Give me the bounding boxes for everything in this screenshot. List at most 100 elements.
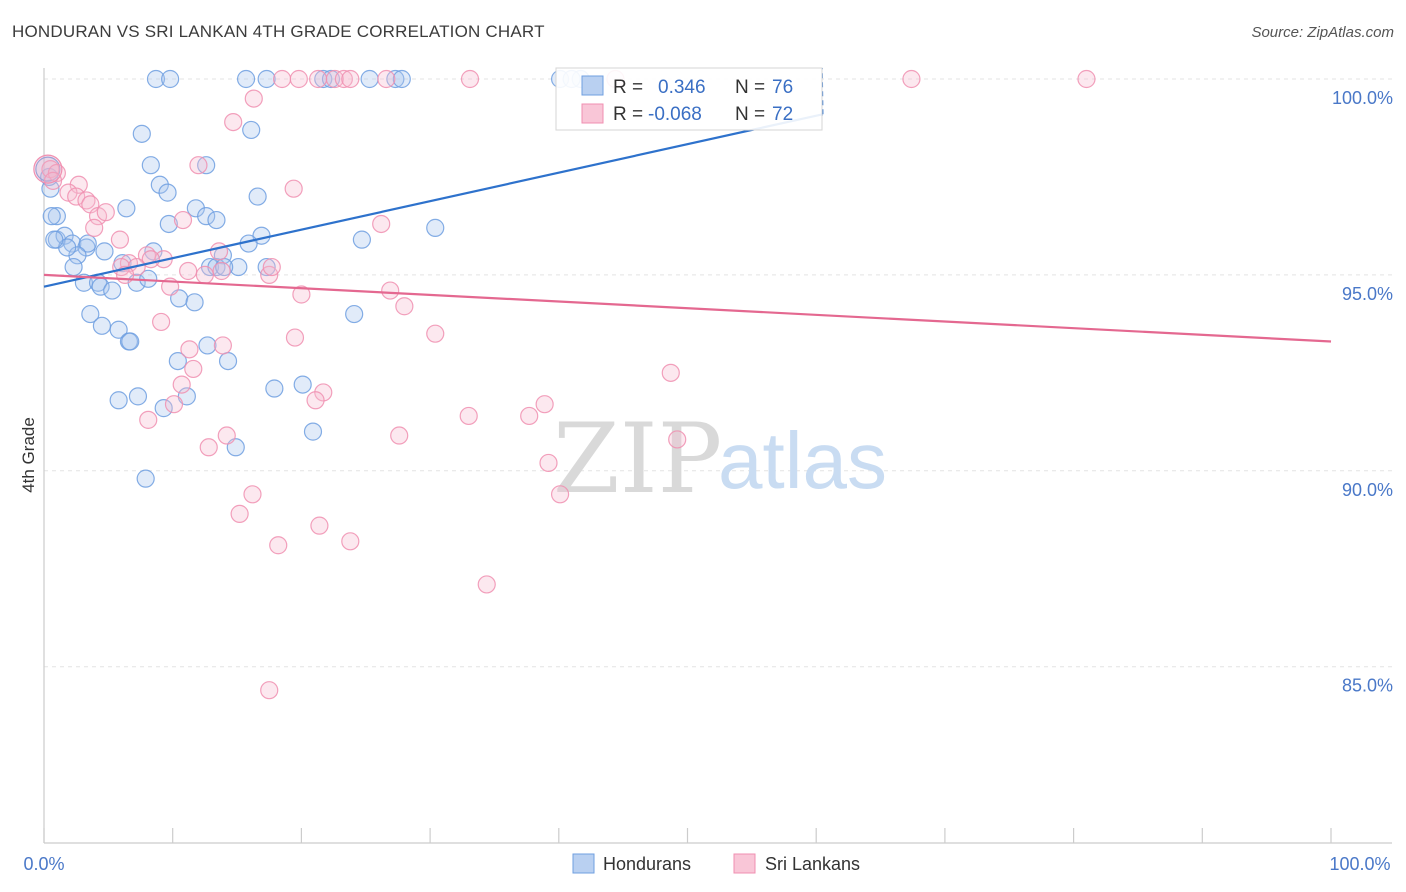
- sri-lankan-point-65: [539, 453, 558, 473]
- honduran-point-1: [161, 69, 180, 89]
- sri-lankan-point-69: [310, 516, 329, 535]
- honduran-point-25: [207, 210, 226, 230]
- honduran-cluster-point: [35, 156, 61, 182]
- axes: [43, 68, 1392, 844]
- legend-r-value-sri-lankans: -0.068: [648, 104, 702, 125]
- sri-lankan-point-57: [459, 406, 478, 426]
- x-tick-label-max: 100.0%: [1329, 854, 1390, 874]
- honduran-point-20: [47, 207, 66, 226]
- sri-lankan-point-62: [199, 438, 218, 457]
- honduran-point-0: [146, 69, 166, 89]
- sri-lankan-point-1: [289, 69, 308, 89]
- legend-r-value-hondurans: 0.346: [658, 77, 706, 98]
- honduran-point-40: [64, 257, 83, 277]
- honduran-point-12: [132, 124, 151, 143]
- honduran-point-32: [78, 234, 97, 253]
- y-tick-label-2: 90.0%: [1342, 480, 1393, 500]
- series-sri-lankans-points: [33, 69, 1096, 700]
- honduran-point-69: [154, 399, 173, 418]
- sri-lankan-point-9: [902, 69, 921, 89]
- sri-lankan-point-49: [180, 340, 199, 359]
- sri-lankan-point-11: [244, 89, 263, 108]
- source-credit: Source: ZipAtlas.com: [1251, 24, 1394, 41]
- honduran-point-14: [141, 156, 160, 175]
- honduran-point-67: [293, 375, 312, 394]
- x-tick-label-min: 0.0%: [23, 854, 64, 874]
- sri-lankan-point-47: [285, 328, 305, 347]
- honduran-point-68: [265, 379, 284, 398]
- honduran-point-70: [303, 422, 323, 441]
- sri-lankan-point-41: [212, 261, 231, 281]
- honduran-point-5: [321, 69, 341, 89]
- honduran-point-8: [392, 69, 411, 89]
- bottom-legend-label-hondurans: Hondurans: [603, 854, 691, 874]
- bottom-legend-swatch-sri-lankans: [733, 853, 756, 874]
- sri-lankan-point-60: [661, 363, 680, 382]
- legend-swatch-hondurans: [581, 75, 604, 96]
- honduran-point-17: [158, 183, 177, 202]
- sri-lankan-point-10: [1077, 69, 1096, 89]
- honduran-point-63: [218, 351, 238, 371]
- sri-lankan-cluster-point: [33, 154, 63, 184]
- honduran-point-3: [257, 69, 276, 89]
- sri-lankan-point-24: [96, 203, 115, 222]
- sri-lankan-point-39: [262, 257, 281, 277]
- legend: R = 0.346 N = 76 R = -0.068 N = 72: [555, 67, 823, 131]
- sri-lankan-point-20: [67, 187, 86, 206]
- honduran-point-65: [128, 387, 148, 406]
- honduran-point-74: [42, 207, 61, 226]
- trend-line-sri-lankans: [43, 273, 1332, 343]
- sri-lankan-point-26: [372, 214, 391, 234]
- honduran-point-50: [103, 281, 122, 300]
- honduran-point-39: [352, 230, 371, 249]
- sri-lankan-point-55: [164, 395, 184, 414]
- sri-lankan-point-29: [209, 242, 229, 261]
- sri-lankan-point-0: [272, 69, 292, 89]
- sri-lankan-point-45: [395, 297, 414, 316]
- sri-lankan-point-4: [334, 69, 353, 89]
- sri-lankan-point-73: [260, 681, 279, 700]
- honduran-point-16: [150, 175, 169, 194]
- honduran-point-35: [95, 242, 114, 261]
- honduran-point-18: [248, 187, 267, 206]
- sri-lankan-point-70: [269, 536, 288, 555]
- honduran-point-6: [360, 69, 379, 89]
- honduran-point-62: [168, 351, 187, 371]
- y-tick-labels: 100.0% 95.0% 90.0% 85.0%: [1332, 88, 1393, 696]
- honduran-point-61: [198, 336, 217, 355]
- sri-lankan-point-50: [213, 336, 232, 355]
- sri-lankan-point-18: [284, 179, 303, 198]
- honduran-point-2: [236, 69, 256, 89]
- sri-lankan-point-43: [292, 285, 311, 304]
- bottom-legend-swatch-hondurans: [572, 853, 595, 874]
- honduran-point-55: [345, 304, 364, 324]
- honduran-point-13: [242, 120, 261, 140]
- chart-title: HONDURAN VS SRI LANKAN 4TH GRADE CORRELA…: [12, 22, 545, 41]
- sri-lankan-point-44: [381, 281, 400, 300]
- legend-swatch-sri-lankans: [581, 103, 604, 124]
- honduran-point-24: [159, 214, 178, 234]
- sri-lankan-point-7: [460, 69, 480, 89]
- honduran-point-60: [121, 332, 140, 351]
- sri-lankan-point-67: [243, 485, 262, 504]
- sri-lankan-point-40: [179, 261, 198, 281]
- legend-n-value-sri-lankans: 72: [772, 104, 793, 125]
- sri-lankan-point-68: [230, 504, 249, 523]
- sri-lankan-point-61: [217, 426, 236, 445]
- y-tick-label-0: 100.0%: [1332, 88, 1393, 108]
- legend-n-label-hondurans: N =: [735, 77, 765, 98]
- honduran-point-57: [92, 316, 112, 335]
- sri-lankan-point-48: [426, 324, 445, 343]
- sri-lankan-point-27: [85, 218, 104, 237]
- gridlines: [44, 78, 1392, 668]
- legend-r-label-hondurans: R =: [613, 77, 643, 98]
- honduran-point-27: [426, 218, 445, 237]
- legend-n-value-hondurans: 76: [772, 77, 793, 98]
- y-tick-label-1: 95.0%: [1342, 284, 1393, 304]
- legend-r-label-sri-lankans: R =: [613, 104, 643, 125]
- honduran-point-23: [197, 207, 216, 226]
- sri-lankan-point-28: [110, 230, 130, 249]
- sri-lankan-point-13: [189, 156, 208, 175]
- sri-lankan-point-64: [668, 430, 687, 449]
